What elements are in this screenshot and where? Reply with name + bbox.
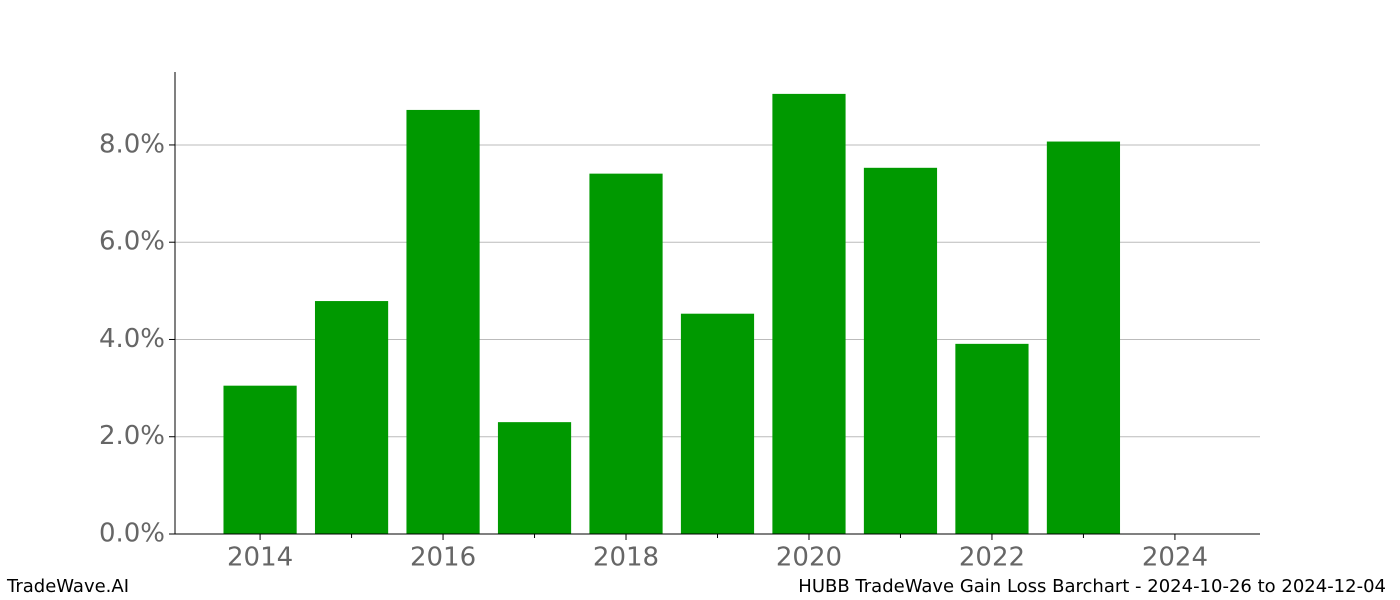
y-tick-label: 4.0% (99, 324, 165, 354)
x-tick-label: 2016 (410, 543, 476, 573)
brand: TradeWave.AI (6, 576, 129, 597)
y-tick-label: 0.0% (99, 519, 165, 549)
bar (406, 109, 480, 535)
y-tick-label: 8.0% (99, 129, 165, 159)
x-tick-label: 2024 (1142, 543, 1208, 573)
y-tick-label: 2.0% (99, 421, 165, 451)
bar (223, 385, 297, 534)
bar (589, 173, 663, 534)
bar (863, 167, 938, 535)
bar (1046, 141, 1121, 534)
x-tick-label: 2022 (959, 543, 1025, 573)
caption: HUBB TradeWave Gain Loss Barchart - 2024… (798, 576, 1386, 597)
bar (680, 313, 755, 534)
x-tick-label: 2018 (593, 543, 659, 573)
y-tick-label: 6.0% (99, 227, 165, 257)
bar (955, 343, 1029, 534)
bar (772, 93, 846, 534)
x-tick-label: 2020 (776, 543, 842, 573)
bar (314, 301, 389, 534)
x-tick-label: 2014 (227, 543, 293, 573)
bar (497, 422, 572, 534)
